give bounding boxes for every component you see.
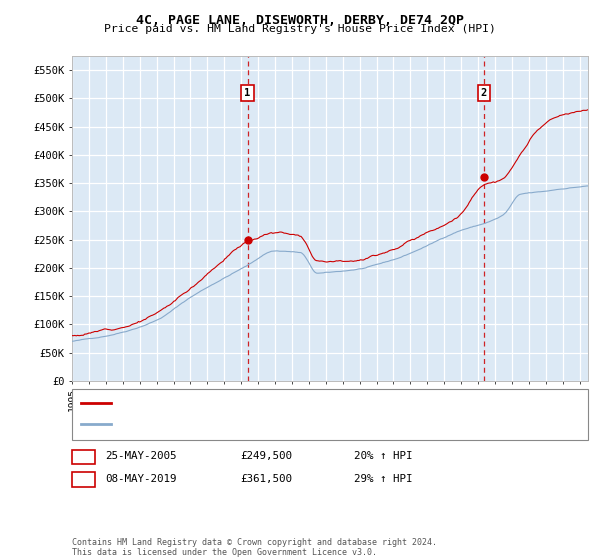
Text: 1: 1 (244, 88, 251, 97)
Text: 2: 2 (80, 474, 86, 484)
Text: 08-MAY-2019: 08-MAY-2019 (105, 474, 176, 484)
Text: 4C, PAGE LANE, DISEWORTH, DERBY, DE74 2QP (detached house): 4C, PAGE LANE, DISEWORTH, DERBY, DE74 2Q… (116, 398, 457, 408)
Text: £249,500: £249,500 (240, 451, 292, 461)
Text: Contains HM Land Registry data © Crown copyright and database right 2024.
This d: Contains HM Land Registry data © Crown c… (72, 538, 437, 557)
Text: 20% ↑ HPI: 20% ↑ HPI (354, 451, 413, 461)
Text: 1: 1 (80, 451, 86, 461)
Text: 25-MAY-2005: 25-MAY-2005 (105, 451, 176, 461)
Text: HPI: Average price, detached house, North West Leicestershire: HPI: Average price, detached house, Nort… (116, 419, 474, 430)
Text: Price paid vs. HM Land Registry's House Price Index (HPI): Price paid vs. HM Land Registry's House … (104, 24, 496, 34)
Text: 29% ↑ HPI: 29% ↑ HPI (354, 474, 413, 484)
Text: 4C, PAGE LANE, DISEWORTH, DERBY, DE74 2QP: 4C, PAGE LANE, DISEWORTH, DERBY, DE74 2Q… (136, 14, 464, 27)
Text: £361,500: £361,500 (240, 474, 292, 484)
Text: 2: 2 (481, 88, 487, 97)
